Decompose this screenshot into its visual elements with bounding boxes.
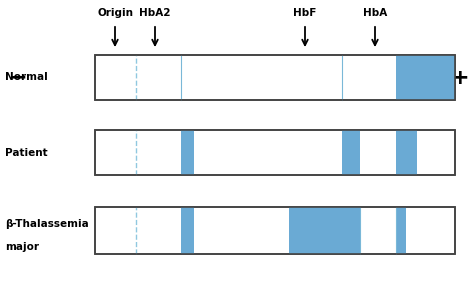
Text: Patient: Patient (5, 147, 47, 157)
Bar (95, 55, 455, 100)
Bar (396, 130, 417, 175)
Text: Normal: Normal (5, 73, 48, 82)
Text: −: − (9, 67, 27, 88)
Bar (95, 130, 455, 175)
Text: HbA: HbA (363, 8, 387, 18)
Text: +: + (451, 67, 469, 88)
Text: HbA2: HbA2 (139, 8, 171, 18)
Bar (396, 207, 406, 254)
Bar (396, 55, 455, 100)
Text: HbF: HbF (293, 8, 317, 18)
Bar (290, 207, 360, 254)
Bar (95, 207, 455, 254)
Text: Origin: Origin (97, 8, 133, 18)
Bar (95, 55, 455, 100)
Bar (95, 207, 455, 254)
Bar (182, 207, 194, 254)
Text: β-Thalassemia: β-Thalassemia (5, 219, 89, 229)
Bar (342, 130, 360, 175)
Bar (182, 130, 194, 175)
Text: major: major (5, 242, 39, 252)
Bar (95, 130, 455, 175)
